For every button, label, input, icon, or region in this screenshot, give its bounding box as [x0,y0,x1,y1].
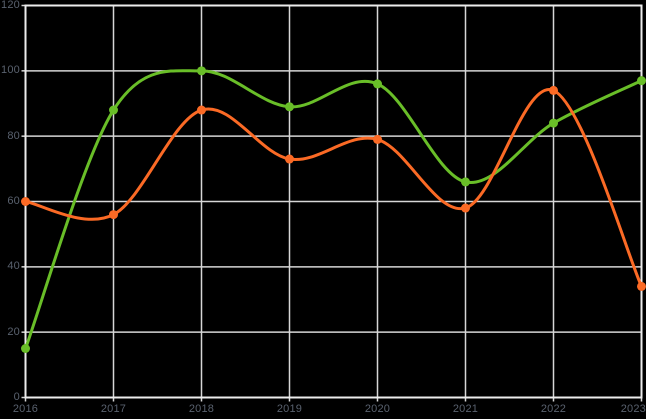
orange-series-point [637,281,646,291]
orange-series-point [21,197,30,206]
x-tick-label: 2022 [540,403,567,415]
orange-series-point [109,210,118,220]
x-tick-label: 2023 [620,403,646,415]
green-series-point [109,105,118,115]
y-tick-label: 60 [7,195,20,207]
orange-series-point [461,203,470,213]
x-tick-label: 2017 [100,403,127,415]
x-tick-label: 2019 [276,403,303,415]
orange-series-point [197,105,206,115]
orange-series-line [24,88,643,288]
x-tick-label: 2021 [452,403,479,415]
green-series-point [637,76,646,86]
x-tick-label: 2016 [12,403,39,415]
y-tick-label: 80 [7,129,20,142]
green-series-point [461,177,470,187]
x-tick-label: 2020 [364,403,391,415]
orange-series-point [549,85,558,95]
x-tick-label: 2018 [188,403,215,415]
green-series-line [24,69,643,350]
green-series-point [549,118,558,128]
green-series-point [21,344,30,353]
green-series-point [197,66,206,76]
green-series-point [285,102,294,112]
y-tick-label: 20 [7,325,20,338]
y-tick-label: 40 [7,260,20,273]
green-series-point [373,79,382,89]
orange-series-point [285,154,294,164]
y-tick-label: 0 [13,391,20,403]
y-tick-label: 120 [1,0,20,11]
y-tick-label: 100 [1,64,20,77]
orange-series-point [373,134,382,144]
